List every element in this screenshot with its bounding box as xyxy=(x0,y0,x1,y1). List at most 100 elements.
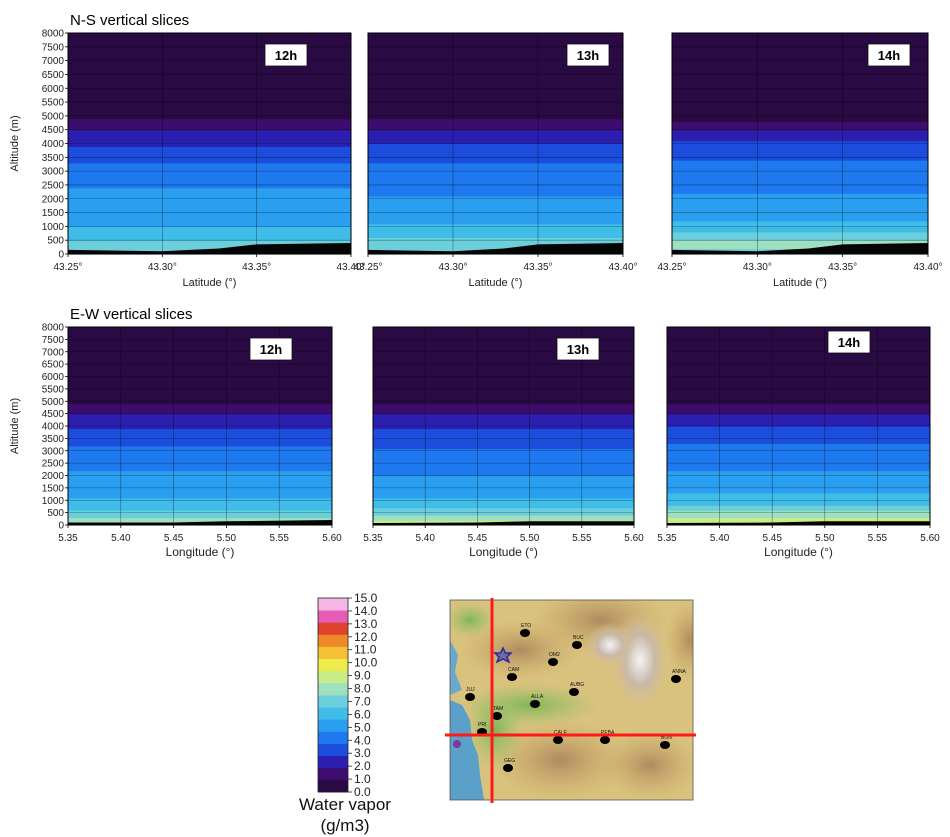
vapor-band xyxy=(672,229,928,233)
vapor-band xyxy=(373,485,634,489)
vapor-band xyxy=(68,383,332,387)
vapor-band xyxy=(373,428,634,432)
colorbar-swatch xyxy=(318,719,348,732)
vapor-band xyxy=(368,126,623,131)
x-tick-label: 5.55 xyxy=(868,533,888,544)
y-tick-label: 2000 xyxy=(42,194,65,205)
vapor-band xyxy=(68,96,351,100)
hour-label: 14h xyxy=(867,43,911,67)
vapor-band xyxy=(368,52,623,56)
vapor-band xyxy=(672,209,928,214)
x-tick-label: 5.35 xyxy=(657,533,677,544)
vapor-band xyxy=(672,118,928,122)
vapor-band xyxy=(368,245,623,250)
vapor-band xyxy=(672,63,928,67)
vapor-band xyxy=(672,168,928,172)
x-tick-label: 5.60 xyxy=(624,533,644,544)
vapor-band xyxy=(373,455,634,459)
x-tick-label: 43.40° xyxy=(336,262,365,273)
vapor-band xyxy=(368,99,623,103)
vapor-band xyxy=(68,477,332,482)
vapor-band xyxy=(68,371,332,375)
vapor-band xyxy=(373,453,634,457)
vapor-band xyxy=(667,497,930,501)
vapor-band xyxy=(68,195,351,200)
vapor-band xyxy=(68,354,332,358)
vapor-band xyxy=(373,406,634,410)
hour-label: 12h xyxy=(264,43,308,67)
vapor-band xyxy=(68,403,332,407)
vapor-band xyxy=(667,507,930,511)
vapor-band xyxy=(68,237,351,241)
vapor-band xyxy=(68,445,332,449)
station-label: ETO xyxy=(521,623,531,629)
vapor-band xyxy=(373,463,634,467)
y-tick-label: 5500 xyxy=(42,98,65,109)
colorbar-swatch xyxy=(318,682,348,696)
slice-panel-2: 13h 43.25° 43.30° 43.35° 43.40° Latitude (°) xyxy=(353,32,638,289)
vapor-band xyxy=(68,88,351,92)
vapor-band xyxy=(68,207,351,211)
vapor-band xyxy=(68,490,332,494)
vapor-band xyxy=(68,179,351,183)
vapor-band xyxy=(667,327,930,331)
vapor-band xyxy=(368,209,623,214)
vapor-band xyxy=(667,331,930,336)
vapor-band xyxy=(68,351,332,355)
x-tick-label: 5.40 xyxy=(111,533,131,544)
vapor-band xyxy=(68,396,332,400)
vapor-band xyxy=(672,137,928,142)
vapor-band xyxy=(68,104,351,109)
vapor-band xyxy=(368,193,623,197)
vapor-band xyxy=(672,157,928,161)
x-tick-label: 5.60 xyxy=(322,533,342,544)
vapor-band xyxy=(368,198,623,203)
vapor-band xyxy=(672,44,928,48)
vapor-band xyxy=(68,505,332,509)
x-tick-label: 5.50 xyxy=(815,533,835,544)
slice-panel-4: 12h 5.35 5.40 5.45 5.50 5.55 5.60 Longitude (°)… xyxy=(9,323,342,560)
vapor-band xyxy=(373,423,634,427)
vapor-band xyxy=(667,485,930,489)
vapor-band xyxy=(672,173,928,178)
hour-label-box xyxy=(867,43,911,67)
hour-label-text: 14h xyxy=(838,335,860,350)
panel-frame xyxy=(367,32,624,255)
vapor-band xyxy=(368,218,623,222)
vapor-band xyxy=(672,66,928,70)
vapor-band xyxy=(672,242,928,247)
vapor-band xyxy=(672,38,928,42)
vapor-band xyxy=(68,157,351,161)
vapor-band xyxy=(672,187,928,192)
vapor-band xyxy=(368,49,623,53)
vapor-band xyxy=(68,102,351,106)
vapor-band xyxy=(68,339,332,343)
vapor-band xyxy=(672,154,928,158)
vapor-band xyxy=(672,179,928,183)
vapor-band xyxy=(667,408,930,412)
vapor-band xyxy=(368,60,623,64)
vapor-band xyxy=(368,157,623,161)
vapor-band xyxy=(68,460,332,464)
vapor-band xyxy=(68,480,332,484)
colorbar: 0.01.02.03.04.05.06.07.08.09.010.011.012… xyxy=(317,591,378,799)
vapor-band xyxy=(68,226,351,230)
vapor-band xyxy=(368,231,623,236)
vapor-band xyxy=(68,334,332,338)
vapor-band xyxy=(68,143,351,147)
vapor-band xyxy=(672,226,928,230)
station-label: ANNA xyxy=(672,669,687,675)
vapor-band xyxy=(68,193,351,197)
vapor-band xyxy=(667,398,930,402)
vapor-band xyxy=(68,398,332,402)
y-tick-label: 6000 xyxy=(42,372,65,383)
y-tick-label: 6500 xyxy=(42,360,65,371)
vapor-band xyxy=(672,201,928,205)
colorbar-swatch xyxy=(318,707,348,720)
vapor-band xyxy=(68,187,351,192)
vapor-band xyxy=(373,349,634,353)
vapor-band xyxy=(373,413,634,417)
vapor-band xyxy=(373,490,634,494)
y-tick-label: 500 xyxy=(47,236,64,247)
vapor-band xyxy=(368,115,623,120)
